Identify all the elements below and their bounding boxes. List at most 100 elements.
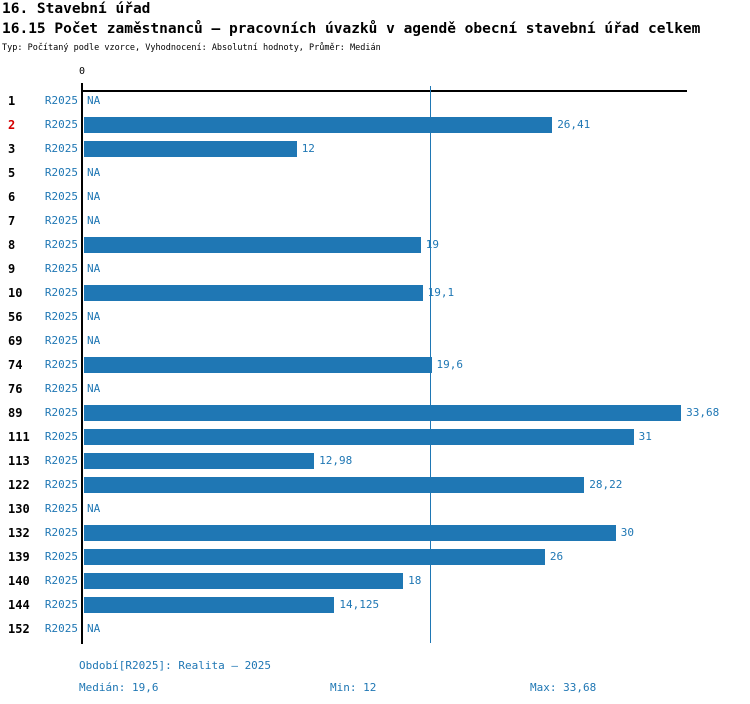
value-label: NA bbox=[87, 382, 101, 395]
value-label: 33,68 bbox=[686, 406, 720, 419]
row-category-label: 69 bbox=[8, 334, 23, 348]
row-series-label: R2025 bbox=[44, 550, 78, 563]
y-axis-line bbox=[81, 83, 83, 644]
value-bar bbox=[84, 477, 585, 493]
chart-row: 139 R2025 26 bbox=[0, 545, 750, 569]
row-category-label: 132 bbox=[8, 526, 30, 540]
row-series-label: R2025 bbox=[44, 238, 78, 251]
value-label: 14,125 bbox=[339, 598, 380, 611]
footer-min: Min: 12 bbox=[330, 681, 377, 694]
value-bar bbox=[84, 549, 545, 565]
value-label: 19,6 bbox=[436, 358, 464, 371]
chart-row: 1 R2025 NA bbox=[0, 89, 750, 113]
chart-row: 111 R2025 31 bbox=[0, 425, 750, 449]
row-series-label: R2025 bbox=[44, 382, 78, 395]
chart-row: 2 R2025 26,41 bbox=[0, 113, 750, 137]
chart-row: 76 R2025 NA bbox=[0, 377, 750, 401]
row-series-label: R2025 bbox=[44, 502, 78, 515]
value-bar bbox=[84, 237, 421, 253]
value-label: NA bbox=[87, 334, 101, 347]
value-label: 28,22 bbox=[589, 478, 623, 491]
value-label: NA bbox=[87, 94, 101, 107]
x-axis-top-line bbox=[82, 90, 687, 92]
row-category-label: 9 bbox=[8, 262, 16, 276]
row-series-label: R2025 bbox=[44, 190, 78, 203]
chart-row: 89 R2025 33,68 bbox=[0, 401, 750, 425]
chart-row: 144 R2025 14,125 bbox=[0, 593, 750, 617]
row-category-label: 130 bbox=[8, 502, 30, 516]
chart-row: 7 R2025 NA bbox=[0, 209, 750, 233]
row-series-label: R2025 bbox=[44, 454, 78, 467]
row-series-label: R2025 bbox=[44, 310, 78, 323]
row-category-label: 111 bbox=[8, 430, 30, 444]
footer-max: Max: 33,68 bbox=[530, 681, 597, 694]
row-series-label: R2025 bbox=[44, 598, 78, 611]
footer-period: Období[R2025]: Realita – 2025 bbox=[79, 659, 272, 672]
row-series-label: R2025 bbox=[44, 214, 78, 227]
row-series-label: R2025 bbox=[44, 286, 78, 299]
value-bar bbox=[84, 285, 423, 301]
row-category-label: 6 bbox=[8, 190, 16, 204]
row-category-label: 10 bbox=[8, 286, 23, 300]
chart-row: 9 R2025 NA bbox=[0, 257, 750, 281]
row-category-label: 76 bbox=[8, 382, 23, 396]
chart-row: 56 R2025 NA bbox=[0, 305, 750, 329]
row-series-label: R2025 bbox=[44, 334, 78, 347]
value-bar bbox=[84, 597, 335, 613]
value-label: 31 bbox=[638, 430, 652, 443]
row-category-label: 139 bbox=[8, 550, 30, 564]
value-label: 26,41 bbox=[557, 118, 591, 131]
value-label: 12 bbox=[301, 142, 315, 155]
value-bar bbox=[84, 525, 616, 541]
chart-row: 69 R2025 NA bbox=[0, 329, 750, 353]
row-category-label: 3 bbox=[8, 142, 16, 156]
row-series-label: R2025 bbox=[44, 142, 78, 155]
row-category-label: 2 bbox=[8, 118, 16, 132]
row-category-label: 7 bbox=[8, 214, 16, 228]
chart-row: 8 R2025 19 bbox=[0, 233, 750, 257]
value-bar bbox=[84, 573, 404, 589]
chart-row: 74 R2025 19,6 bbox=[0, 353, 750, 377]
value-label: NA bbox=[87, 502, 101, 515]
row-series-label: R2025 bbox=[44, 94, 78, 107]
value-bar bbox=[84, 117, 553, 133]
value-label: NA bbox=[87, 214, 101, 227]
value-label: NA bbox=[87, 310, 101, 323]
row-category-label: 144 bbox=[8, 598, 30, 612]
row-category-label: 113 bbox=[8, 454, 30, 468]
row-category-label: 89 bbox=[8, 406, 23, 420]
chart-row: 5 R2025 NA bbox=[0, 161, 750, 185]
value-label: NA bbox=[87, 190, 101, 203]
row-category-label: 8 bbox=[8, 238, 16, 252]
chart-row: 113 R2025 12,98 bbox=[0, 449, 750, 473]
row-series-label: R2025 bbox=[44, 478, 78, 491]
row-series-label: R2025 bbox=[44, 262, 78, 275]
row-series-label: R2025 bbox=[44, 406, 78, 419]
chart-meta: Typ: Počítaný podle vzorce, Vyhodnocení:… bbox=[2, 43, 381, 53]
row-category-label: 140 bbox=[8, 574, 30, 588]
value-label: NA bbox=[87, 166, 101, 179]
row-series-label: R2025 bbox=[44, 622, 78, 635]
row-category-label: 56 bbox=[8, 310, 23, 324]
value-bar bbox=[84, 141, 297, 157]
footer-median: Medián: 19,6 bbox=[79, 681, 159, 694]
row-series-label: R2025 bbox=[44, 118, 78, 131]
chart-row: 10 R2025 19,1 bbox=[0, 281, 750, 305]
chart-row: 6 R2025 NA bbox=[0, 185, 750, 209]
row-category-label: 5 bbox=[8, 166, 16, 180]
chart-row: 3 R2025 12 bbox=[0, 137, 750, 161]
x-axis-zero-label: 0 bbox=[78, 66, 86, 77]
chart-row: 130 R2025 NA bbox=[0, 497, 750, 521]
value-label: 19 bbox=[425, 238, 440, 251]
value-label: 26 bbox=[549, 550, 564, 563]
row-series-label: R2025 bbox=[44, 358, 78, 371]
row-series-label: R2025 bbox=[44, 430, 78, 443]
value-bar bbox=[84, 453, 315, 469]
row-category-label: 1 bbox=[8, 94, 16, 108]
value-label: 30 bbox=[620, 526, 635, 539]
value-label: 19,1 bbox=[427, 286, 455, 299]
chart-row: 132 R2025 30 bbox=[0, 521, 750, 545]
chart-row: 122 R2025 28,22 bbox=[0, 473, 750, 497]
row-category-label: 152 bbox=[8, 622, 30, 636]
